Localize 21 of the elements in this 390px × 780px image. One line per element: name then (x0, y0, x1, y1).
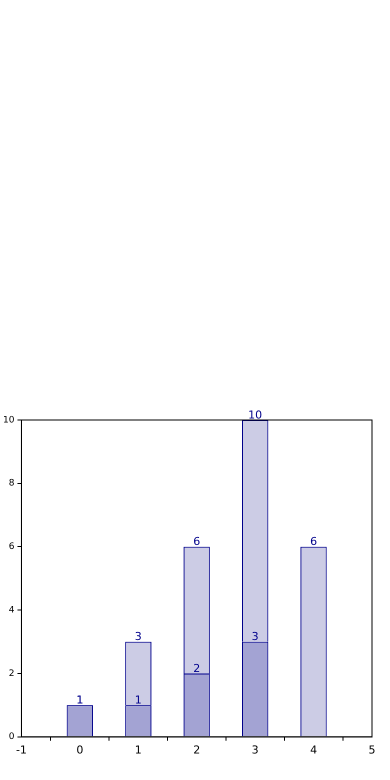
y-tick-label: 8 (8, 478, 15, 489)
x-tick-label: 4 (310, 743, 318, 756)
x-tick-label: 5 (368, 743, 376, 756)
y-tick-label: 4 (8, 605, 15, 616)
x-tick-label: 1 (134, 743, 142, 756)
total-label: 6 (193, 535, 200, 548)
x-tick-label: 2 (193, 743, 200, 756)
y-tick-label: 6 (8, 542, 15, 552)
total-label: 3 (134, 630, 142, 644)
y-tick-label: 2 (8, 668, 14, 679)
x-tick-label: 3 (252, 743, 259, 756)
data-label: 1 (134, 693, 142, 706)
total-label: 6 (310, 535, 318, 548)
total-label: 10 (248, 408, 262, 422)
y-tick-label: 10 (3, 415, 15, 426)
x-tick-label: -1 (16, 743, 27, 756)
total-label: 1 (76, 693, 84, 706)
data-label: 2 (193, 662, 200, 675)
data-label: 3 (252, 630, 259, 644)
x-tick-label: 0 (76, 743, 84, 756)
y-tick-label: 0 (8, 732, 15, 742)
